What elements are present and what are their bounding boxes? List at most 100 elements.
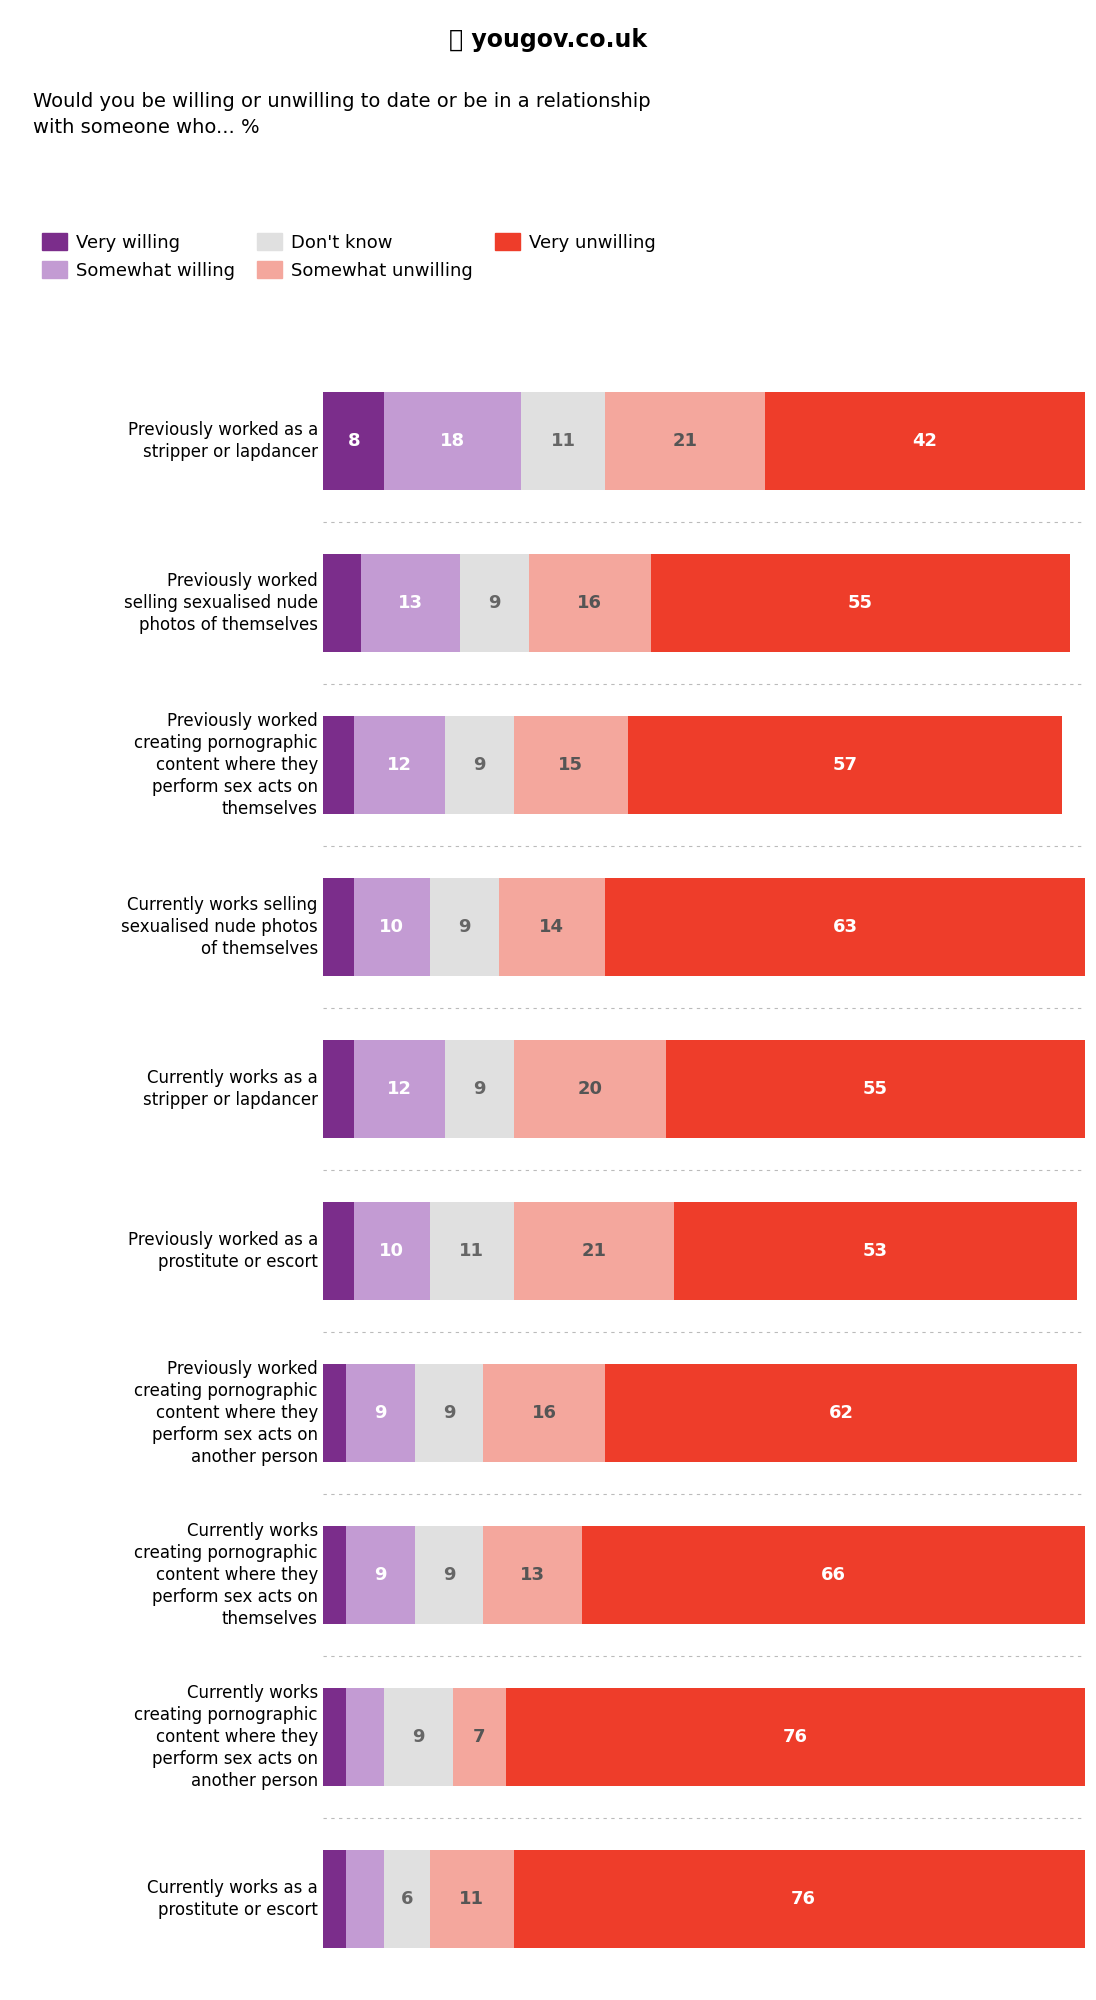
Bar bbox=[430, 1202, 514, 1300]
Text: Would you be willing or unwilling to date or be in a relationship
with someone w: Would you be willing or unwilling to dat… bbox=[33, 92, 651, 138]
Bar bbox=[323, 1526, 346, 1624]
Text: 9: 9 bbox=[489, 594, 501, 612]
Text: Currently works
creating pornographic
content where they
perform sex acts on
the: Currently works creating pornographic co… bbox=[135, 1522, 318, 1628]
Text: 11: 11 bbox=[459, 1890, 484, 1908]
Text: 9: 9 bbox=[443, 1404, 455, 1422]
Bar bbox=[674, 1202, 1077, 1300]
Text: Currently works selling
sexualised nude photos
of themselves: Currently works selling sexualised nude … bbox=[121, 896, 318, 958]
Bar bbox=[323, 392, 385, 490]
Text: 15: 15 bbox=[558, 756, 583, 774]
Text: 13: 13 bbox=[521, 1566, 546, 1584]
Bar bbox=[323, 716, 354, 814]
Text: Currently works as a
stripper or lapdancer: Currently works as a stripper or lapdanc… bbox=[142, 1068, 318, 1110]
Text: 14: 14 bbox=[539, 918, 564, 936]
Bar bbox=[605, 1364, 1077, 1462]
Bar bbox=[323, 1040, 354, 1138]
Bar bbox=[346, 1850, 385, 1948]
Text: Previously worked
creating pornographic
content where they
perform sex acts on
t: Previously worked creating pornographic … bbox=[135, 712, 318, 818]
Bar bbox=[453, 1688, 506, 1786]
Bar bbox=[354, 716, 445, 814]
Bar bbox=[323, 878, 354, 976]
Text: 11: 11 bbox=[551, 432, 575, 450]
Bar bbox=[460, 554, 529, 652]
Text: 76: 76 bbox=[790, 1890, 815, 1908]
Text: 20: 20 bbox=[578, 1080, 603, 1098]
Bar bbox=[385, 392, 522, 490]
Bar bbox=[522, 392, 605, 490]
Bar bbox=[483, 1364, 605, 1462]
Bar bbox=[483, 1526, 582, 1624]
Text: Previously worked as a
prostitute or escort: Previously worked as a prostitute or esc… bbox=[127, 1230, 318, 1272]
Bar bbox=[499, 878, 605, 976]
Bar bbox=[430, 878, 499, 976]
Bar bbox=[506, 1688, 1085, 1786]
Text: 10: 10 bbox=[379, 1242, 404, 1260]
Bar bbox=[362, 554, 460, 652]
Bar bbox=[354, 1040, 445, 1138]
Text: 12: 12 bbox=[387, 756, 412, 774]
Bar bbox=[582, 1526, 1085, 1624]
Bar bbox=[514, 716, 628, 814]
Text: 12: 12 bbox=[387, 1080, 412, 1098]
Bar bbox=[323, 1364, 346, 1462]
Bar bbox=[605, 878, 1085, 976]
Text: 53: 53 bbox=[863, 1242, 888, 1260]
Bar bbox=[445, 1040, 514, 1138]
Bar bbox=[354, 1202, 430, 1300]
Text: 21: 21 bbox=[581, 1242, 606, 1260]
Text: 66: 66 bbox=[821, 1566, 846, 1584]
Text: 9: 9 bbox=[412, 1728, 425, 1746]
Bar bbox=[323, 1202, 354, 1300]
Text: 11: 11 bbox=[459, 1242, 484, 1260]
Bar bbox=[414, 1526, 483, 1624]
Bar bbox=[323, 554, 362, 652]
Text: 13: 13 bbox=[399, 594, 423, 612]
Text: 21: 21 bbox=[673, 432, 698, 450]
Bar bbox=[514, 1850, 1093, 1948]
Bar bbox=[385, 1850, 430, 1948]
Bar bbox=[346, 1688, 385, 1786]
Text: 9: 9 bbox=[374, 1566, 387, 1584]
Text: 42: 42 bbox=[913, 432, 937, 450]
Legend: Very willing, Somewhat willing, Don't know, Somewhat unwilling, Very unwilling: Very willing, Somewhat willing, Don't kn… bbox=[42, 234, 655, 280]
Bar bbox=[529, 554, 651, 652]
Text: Currently works
creating pornographic
content where they
perform sex acts on
ano: Currently works creating pornographic co… bbox=[135, 1684, 318, 1790]
Text: Previously worked
creating pornographic
content where they
perform sex acts on
a: Previously worked creating pornographic … bbox=[135, 1360, 318, 1466]
Bar bbox=[346, 1526, 414, 1624]
Text: 9: 9 bbox=[443, 1566, 455, 1584]
Bar bbox=[323, 1850, 346, 1948]
Text: 62: 62 bbox=[829, 1404, 854, 1422]
Text: 8: 8 bbox=[347, 432, 361, 450]
Text: Previously worked
selling sexualised nude
photos of themselves: Previously worked selling sexualised nud… bbox=[124, 572, 318, 634]
Bar bbox=[666, 1040, 1085, 1138]
Bar bbox=[430, 1850, 514, 1948]
Text: 55: 55 bbox=[848, 594, 872, 612]
Text: 9: 9 bbox=[473, 756, 486, 774]
Text: Currently works as a
prostitute or escort: Currently works as a prostitute or escor… bbox=[147, 1878, 318, 1920]
Text: Previously worked as a
stripper or lapdancer: Previously worked as a stripper or lapda… bbox=[127, 420, 318, 462]
Bar bbox=[445, 716, 514, 814]
Bar bbox=[414, 1364, 483, 1462]
Text: 9: 9 bbox=[374, 1404, 387, 1422]
Text: 9: 9 bbox=[458, 918, 470, 936]
Bar bbox=[651, 554, 1070, 652]
Text: 16: 16 bbox=[578, 594, 603, 612]
Text: 18: 18 bbox=[441, 432, 466, 450]
Bar bbox=[323, 1688, 346, 1786]
Bar bbox=[354, 878, 430, 976]
Bar bbox=[385, 1688, 453, 1786]
Text: 57: 57 bbox=[833, 756, 857, 774]
Text: 9: 9 bbox=[473, 1080, 486, 1098]
Text: 16: 16 bbox=[532, 1404, 557, 1422]
Text: 6: 6 bbox=[401, 1890, 413, 1908]
Bar bbox=[628, 716, 1062, 814]
Text: 10: 10 bbox=[379, 918, 404, 936]
Bar bbox=[765, 392, 1085, 490]
Bar bbox=[605, 392, 765, 490]
Text: 🔒 yougov.co.uk: 🔒 yougov.co.uk bbox=[449, 28, 647, 52]
Text: 63: 63 bbox=[833, 918, 857, 936]
Bar bbox=[346, 1364, 414, 1462]
Bar bbox=[514, 1202, 674, 1300]
Text: 55: 55 bbox=[863, 1080, 888, 1098]
Bar bbox=[514, 1040, 666, 1138]
